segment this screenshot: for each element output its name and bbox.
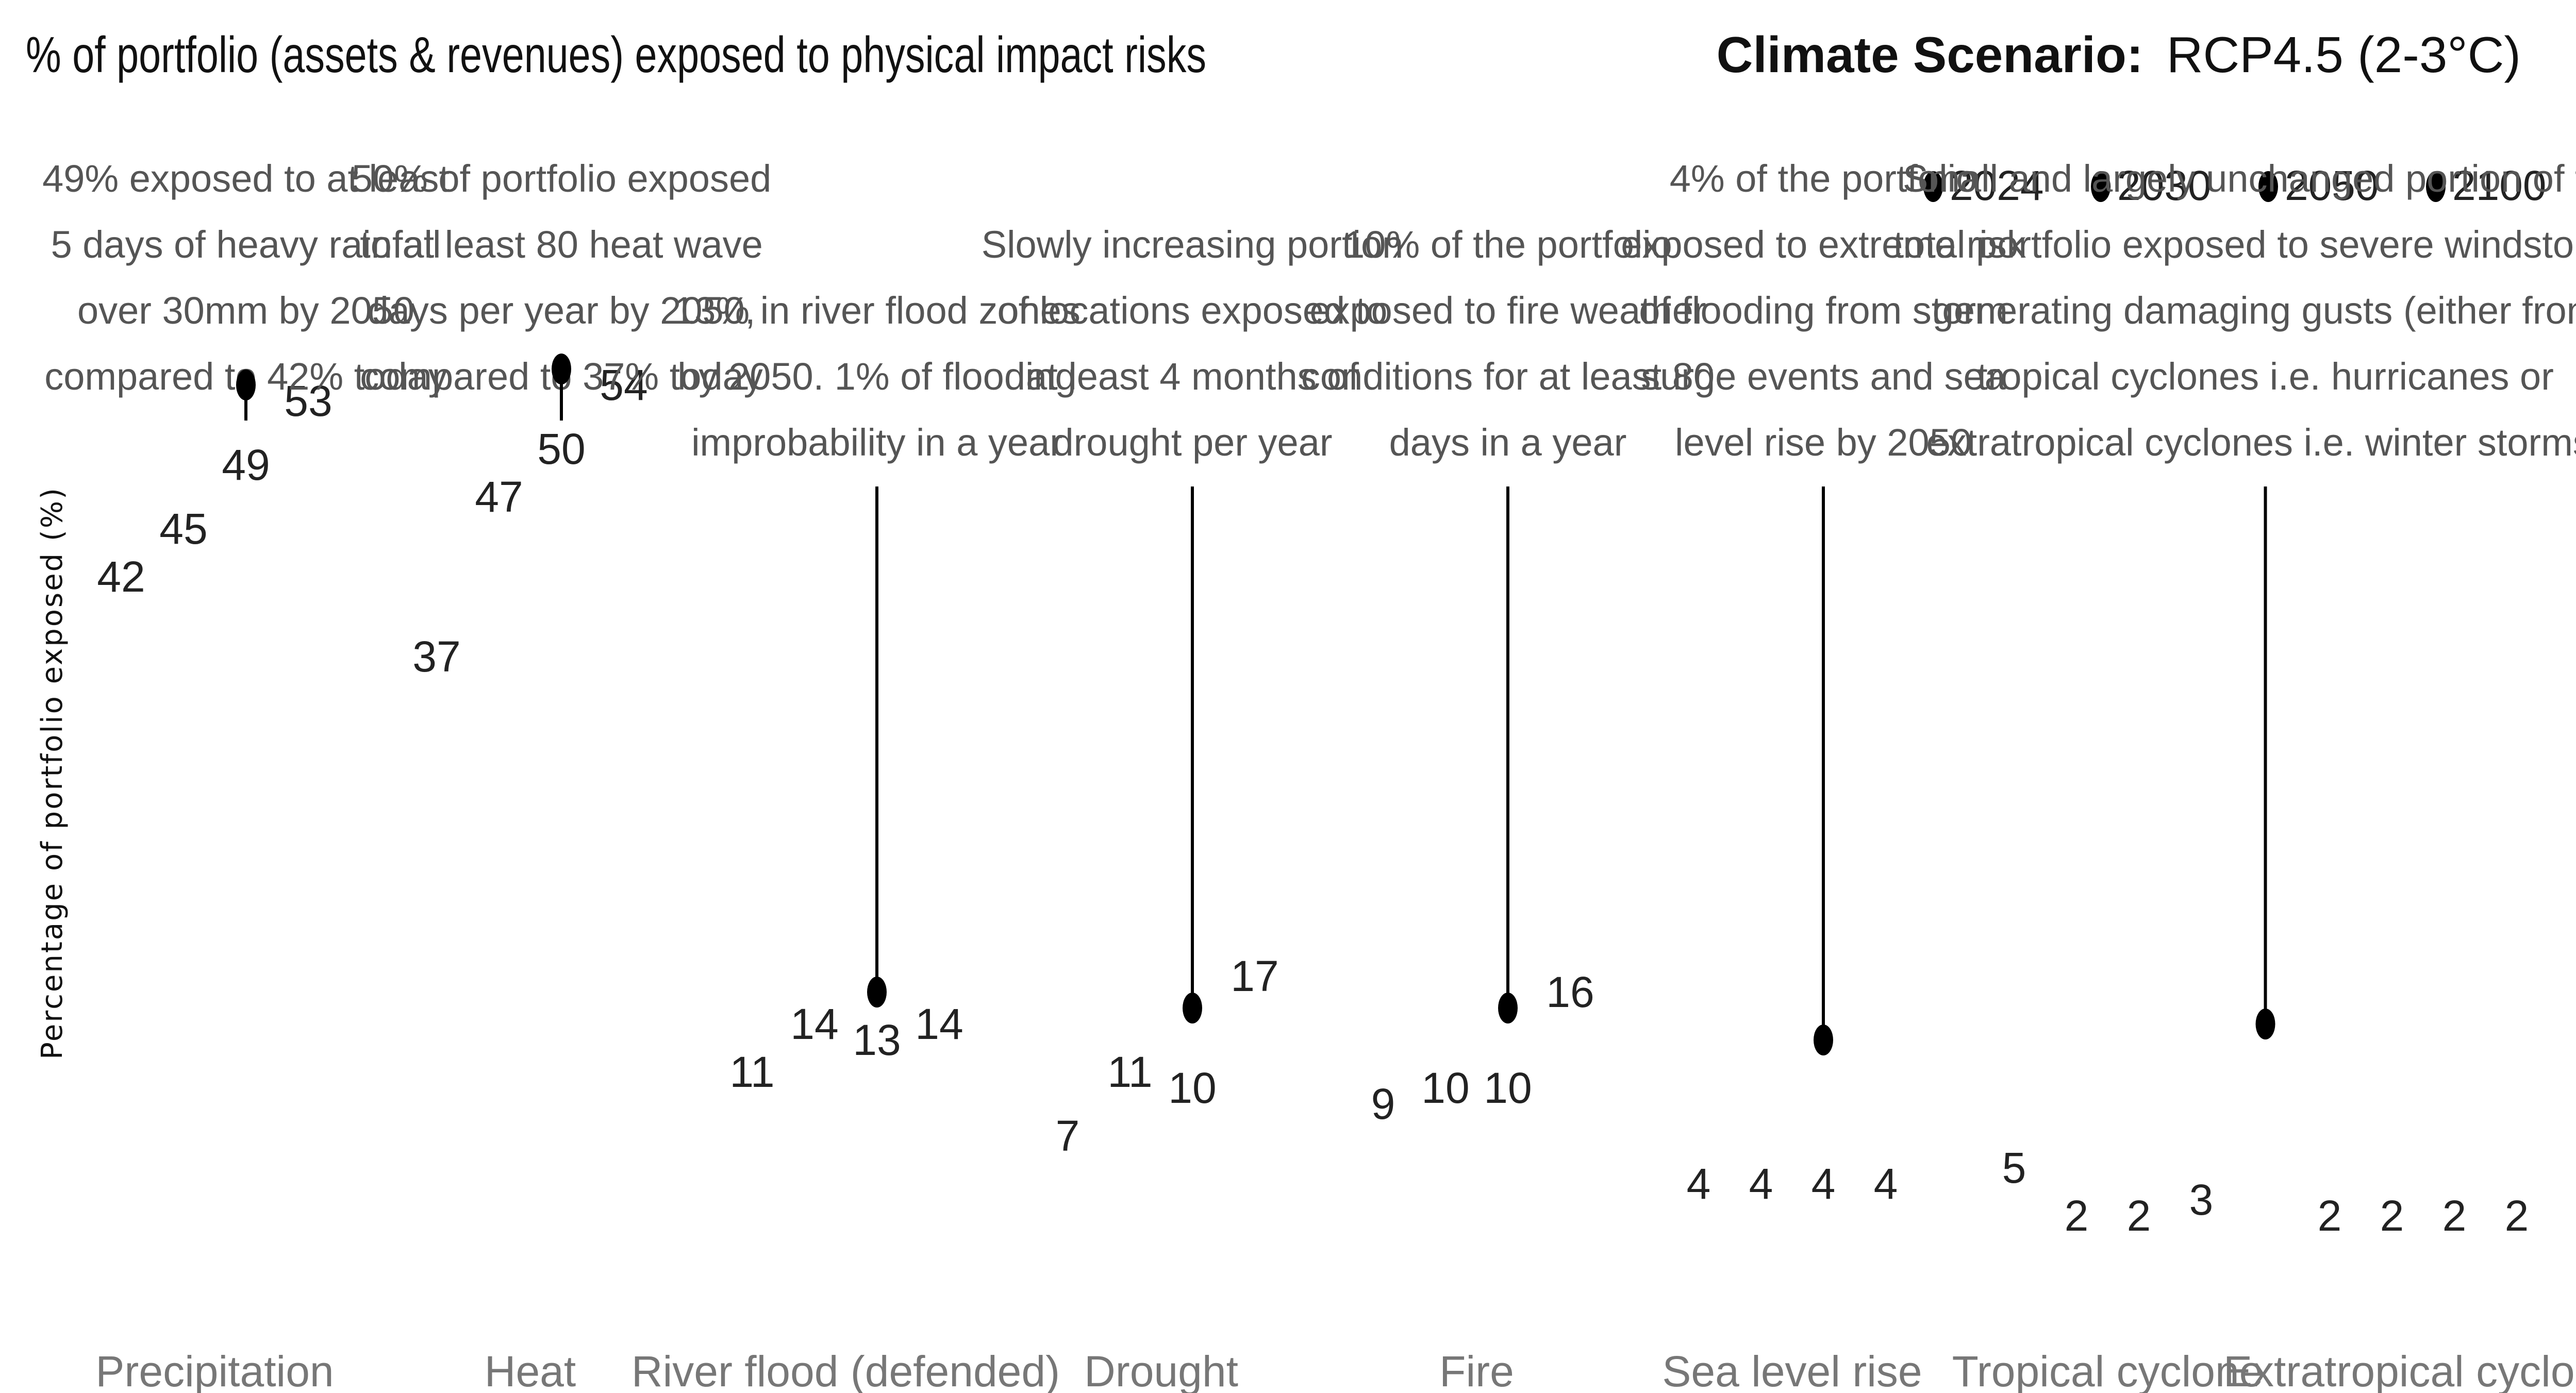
data-label-heat-2030: 47 [475, 473, 523, 521]
annotation-line-fire-2: exposed to fire weather [1309, 289, 1706, 332]
annotation-line-river-flood-defended-3: improbability in a year [691, 421, 1062, 464]
annotation-line-precipitation-2: 5 days of heavy rainfall [51, 223, 441, 266]
category-label-heat: Heat [485, 1347, 576, 1393]
data-label-precipitation-2050: 49 [222, 441, 270, 489]
data-label-drought-2024: 7 [1056, 1112, 1080, 1160]
annotation-line-sea-level-rise-2: exposed to extreme risk [1621, 223, 2026, 266]
data-label-tropical-cyclone-2030: 2 [2065, 1191, 2089, 1240]
legend-marker-2030 [2091, 171, 2110, 202]
data-label-river-flood-defended-2050: 13 [853, 1016, 901, 1064]
data-label-sea-level-rise-2030: 4 [1749, 1160, 1773, 1208]
legend-label-2030: 2030 [2117, 162, 2211, 209]
legend-marker-2100 [2426, 171, 2446, 202]
category-group-precipitation: 42 45 49 53 Precipitation 49% exposed to at l… [42, 157, 450, 1393]
category-label-fire: Fire [1439, 1347, 1514, 1393]
annotation-line-sea-level-rise-1: 4% of the portfolio [1670, 157, 1977, 200]
scenario-label: Climate Scenario: [1717, 26, 2143, 83]
category-label-sea-level-rise: Sea level rise [1662, 1347, 1922, 1393]
annotation-marker-drought [1183, 993, 1202, 1023]
data-label-river-flood-defended-2024: 11 [729, 1048, 774, 1096]
annotation-line-sea-level-rise-4: surge events and sea [1641, 355, 2006, 398]
annotation-line-heat-3: days per year by 2050, [368, 289, 756, 332]
annotation-line-sea-level-rise-5: level rise by 2050 [1675, 421, 1972, 464]
cyclone-annotation: Small and largely unchanged portion of t… [1893, 157, 2576, 1039]
data-label-tropical-cyclone-2024: 5 [2002, 1144, 2026, 1192]
scenario-text: Climate Scenario: RCP4.5 (2-3°C) [1717, 26, 2521, 83]
category-label-tropical-cyclone: Tropical cyclone [1952, 1347, 2264, 1393]
annotation-line-river-flood-defended-2: by 2050. 1% of flooding [677, 355, 1076, 398]
data-label-drought-2050: 10 [1168, 1064, 1216, 1112]
cyclone-annotation-marker [2255, 1009, 2275, 1039]
data-label-precipitation-2024: 42 [97, 552, 145, 601]
annotation-line-precipitation-3: over 30mm by 2050 [77, 289, 414, 332]
data-label-fire-2030: 10 [1421, 1064, 1469, 1112]
data-label-fire-2100: 16 [1546, 968, 1594, 1016]
cyclone-annotation-line-5: extratropical cyclones i.e. winter storm… [1926, 421, 2576, 464]
scenario-value: RCP4.5 (2-3°C) [2167, 26, 2521, 83]
legend-label-2050: 2050 [2285, 162, 2379, 209]
category-label-precipitation: Precipitation [95, 1347, 334, 1393]
data-label-drought-2100: 17 [1231, 952, 1278, 1000]
annotation-marker-sea-level-rise [1814, 1025, 1833, 1055]
legend: 2024 2030 2050 2100 [1923, 162, 2546, 209]
legend-label-2024: 2024 [1950, 162, 2043, 209]
data-label-river-flood-defended-2030: 14 [790, 1000, 838, 1048]
category-label-drought: Drought [1084, 1347, 1238, 1393]
category-group-fire: 9 10 10 16 Fire 10% of the portfolio exposed t… [1301, 223, 1715, 1393]
data-label-fire-2050: 10 [1484, 1064, 1532, 1112]
data-label-extratropical-cyclone-2100: 2 [2505, 1191, 2529, 1240]
data-label-heat-2100: 54 [600, 361, 647, 409]
annotation-marker-heat [552, 354, 571, 384]
data-label-heat-2050: 50 [537, 425, 585, 473]
annotation-line-fire-1: 10% of the portfolio [1343, 223, 1672, 266]
data-label-extratropical-cyclone-2030: 2 [2380, 1191, 2404, 1240]
data-label-drought-2030: 11 [1107, 1048, 1152, 1096]
annotation-line-precipitation-1: 49% exposed to at least [42, 157, 450, 200]
annotation-line-fire-4: days in a year [1389, 421, 1627, 464]
legend-marker-2050 [2258, 171, 2278, 202]
annotation-line-heat-2: to at least 80 heat wave [360, 223, 763, 266]
category-label-extratropical-cyclone: Extratropical cyclone [2223, 1347, 2576, 1393]
data-label-extratropical-cyclone-2050: 2 [2442, 1191, 2467, 1240]
annotation-line-drought-3: at least 4 months of [1026, 355, 1359, 398]
category-group-river-flood-defended: 11 14 13 14 River flood (defended) 13% in riv… [631, 289, 1081, 1393]
annotation-marker-precipitation [236, 370, 256, 400]
data-label-precipitation-2100: 53 [284, 377, 332, 425]
annotation-marker-river-flood-defended [867, 977, 887, 1008]
data-label-river-flood-defended-2100: 14 [915, 1000, 963, 1048]
annotation-line-fire-3: conditions for at least 80 [1301, 355, 1715, 398]
data-label-sea-level-rise-2100: 4 [1874, 1160, 1898, 1208]
legend-marker-2024 [1923, 171, 1943, 202]
annotation-marker-fire [1498, 993, 1518, 1023]
data-label-tropical-cyclone-2100: 3 [2189, 1176, 2214, 1224]
data-label-sea-level-rise-2024: 4 [1687, 1160, 1711, 1208]
annotation-line-river-flood-defended-1: 13% in river flood zones [673, 289, 1081, 332]
y-axis-label: Percentage of portfolio exposed (%) [36, 486, 69, 1060]
data-label-sea-level-rise-2050: 4 [1811, 1160, 1836, 1208]
cyclone-annotation-line-4: tropical cyclones i.e. hurricanes or [1977, 355, 2554, 398]
category-label-river-flood-defended: River flood (defended) [631, 1347, 1060, 1393]
data-label-precipitation-2030: 45 [159, 505, 207, 553]
annotation-line-drought-4: drought per year [1052, 421, 1332, 464]
category-group-drought: 7 11 10 17 Drought Slowly increasing portion o… [982, 223, 1404, 1393]
chart-title: % of portfolio (assets & revenues) expos… [26, 26, 1206, 83]
legend-label-2100: 2100 [2452, 162, 2546, 209]
cyclone-annotation-line-3: generating damaging gusts (either from [1933, 289, 2576, 332]
cyclone-annotation-line-2: total portfolio exposed to severe windst… [1893, 223, 2576, 266]
annotation-line-drought-2: of locations exposed to [998, 289, 1388, 332]
annotation-line-drought-1: Slowly increasing portion [982, 223, 1404, 266]
data-label-tropical-cyclone-2050: 2 [2127, 1191, 2151, 1240]
data-label-heat-2024: 37 [412, 632, 460, 681]
annotation-line-heat-1: 50% of portfolio exposed [352, 157, 772, 200]
cyclone-annotation-line-1: Small and largely unchanged portion of t… [1903, 157, 2576, 200]
annotation-line-sea-level-rise-3: of flooding from storm [1639, 289, 2008, 332]
data-label-extratropical-cyclone-2024: 2 [2318, 1191, 2342, 1240]
data-label-fire-2024: 9 [1371, 1080, 1395, 1128]
category-group-heat: 37 47 50 54 Heat 50% of portfolio exposed to a… [352, 157, 772, 1393]
